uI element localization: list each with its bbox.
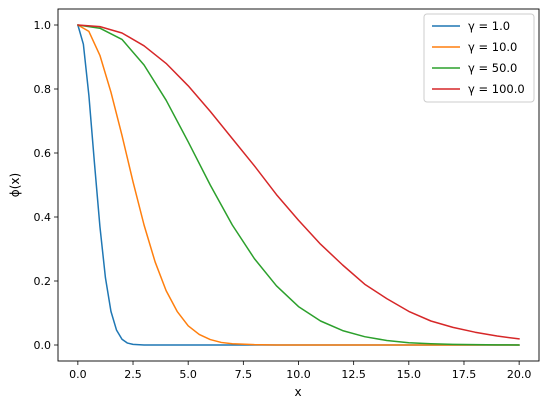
series-line-1 — [77, 24, 520, 346]
y-tick-label: 1.0 — [34, 19, 52, 32]
legend-label-2: γ = 50.0 — [468, 61, 517, 75]
y-tick-label: 0.0 — [34, 339, 52, 352]
x-axis-ticks: 0.0 2.5 5.0 7.5 10.0 12.5 15.0 17.5 20.0 — [69, 361, 531, 381]
x-tick-label: 5.0 — [179, 368, 197, 381]
x-tick-label: 7.5 — [235, 368, 253, 381]
x-tick-label: 17.5 — [452, 368, 477, 381]
series-layer — [77, 24, 520, 346]
legend-label-1: γ = 10.0 — [468, 40, 517, 54]
x-tick-label: 10.0 — [286, 368, 311, 381]
y-tick-label: 0.8 — [34, 83, 52, 96]
series-line-2 — [77, 24, 520, 346]
x-axis-label: x — [294, 385, 301, 399]
y-tick-label: 0.4 — [34, 211, 52, 224]
legend-label-0: γ = 1.0 — [468, 19, 510, 33]
x-tick-label: 12.5 — [341, 368, 366, 381]
y-tick-label: 0.2 — [34, 275, 52, 288]
series-line-0 — [77, 24, 520, 346]
series-line-3 — [77, 24, 520, 340]
x-tick-label: 15.0 — [397, 368, 422, 381]
y-tick-label: 0.6 — [34, 147, 52, 160]
y-axis-ticks: 0.0 0.2 0.4 0.6 0.8 1.0 — [34, 19, 58, 352]
legend-box — [423, 13, 535, 103]
y-axis-label: ϕ(x) — [8, 173, 22, 197]
x-tick-label: 2.5 — [124, 368, 142, 381]
legend-label-3: γ = 100.0 — [468, 82, 525, 96]
x-tick-label: 0.0 — [69, 368, 87, 381]
legend: γ = 1.0 γ = 10.0 γ = 50.0 γ = 100.0 — [423, 13, 535, 103]
x-tick-label: 20.0 — [507, 368, 532, 381]
